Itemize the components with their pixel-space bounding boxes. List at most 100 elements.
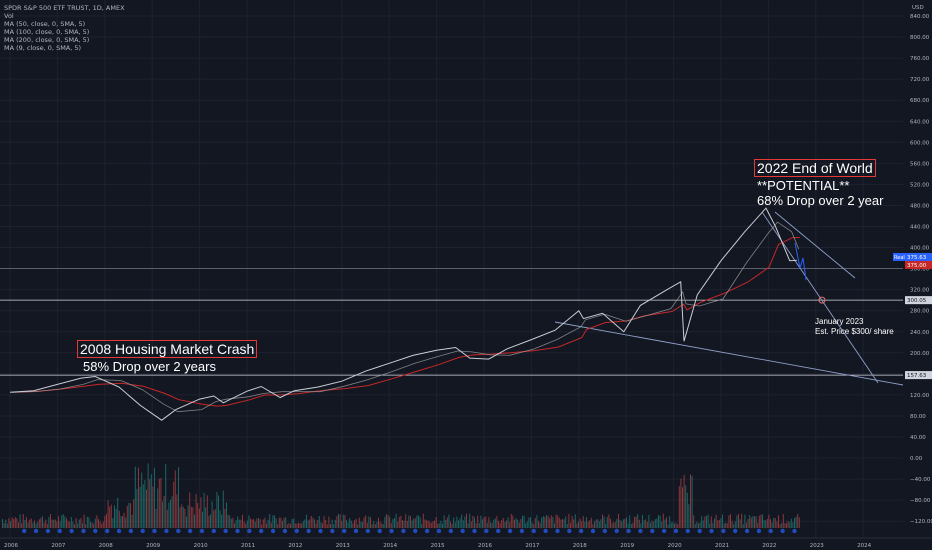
volume-bar xyxy=(382,524,384,528)
volume-bar xyxy=(749,514,751,528)
event-marker xyxy=(152,528,157,534)
volume-bar xyxy=(629,515,631,528)
event-marker xyxy=(602,528,608,534)
symbol-title[interactable]: SPDR S&P 500 ETF TRUST, 1D, AMEX xyxy=(4,4,125,12)
volume-bar xyxy=(350,520,352,528)
trend-lines xyxy=(554,211,904,386)
event-marker xyxy=(531,528,536,534)
volume-bar xyxy=(32,522,34,528)
volume-bar xyxy=(490,522,491,528)
volume-bar xyxy=(408,515,410,528)
volume-label[interactable]: Vol xyxy=(4,12,14,20)
volume-bars xyxy=(2,463,800,534)
volume-bar xyxy=(443,515,445,528)
volume-bar xyxy=(784,523,786,528)
volume-bar xyxy=(394,518,395,528)
volume-bar xyxy=(554,523,555,528)
volume-bar xyxy=(86,516,88,528)
volume-bar xyxy=(170,499,171,528)
volume-bar xyxy=(442,523,443,528)
indicator-ma-50[interactable]: MA (50, close, 0, SMA, 5) xyxy=(4,20,86,28)
volume-bar xyxy=(99,521,101,528)
volume-bar xyxy=(598,521,600,528)
volume-bar xyxy=(248,515,250,528)
volume-bar xyxy=(662,513,664,528)
volume-bar xyxy=(560,519,562,528)
event-marker xyxy=(187,528,193,534)
volume-bar xyxy=(774,518,776,528)
volume-bar xyxy=(318,515,320,528)
volume-bar xyxy=(342,514,344,528)
ma-200-line xyxy=(12,237,800,407)
last-price-tag: 375.63 xyxy=(907,255,927,261)
chart-legend: SPDR S&P 500 ETF TRUST, 1D, AMEX Vol MA … xyxy=(4,4,125,52)
volume-bar xyxy=(146,489,147,528)
event-marker xyxy=(164,528,169,534)
annotation-2008-title: 2008 Housing Market Crash xyxy=(77,340,258,358)
volume-bar xyxy=(634,516,635,528)
volume-bar xyxy=(739,519,741,528)
volume-bar xyxy=(61,515,63,528)
y-tick-label: 720.00 xyxy=(910,77,930,83)
volume-bar xyxy=(454,522,456,528)
volume-bar xyxy=(768,514,770,528)
annotation-2022-potential: **POTENTIAL** xyxy=(757,178,850,193)
volume-bar xyxy=(790,518,792,528)
volume-bar xyxy=(162,501,163,528)
volume-bar xyxy=(128,502,130,528)
volume-bar xyxy=(464,516,466,528)
volume-bar xyxy=(82,523,83,528)
volume-bar xyxy=(22,514,24,528)
volume-bar xyxy=(197,502,199,528)
volume-bar xyxy=(136,488,138,528)
volume-bar xyxy=(134,466,136,528)
y-tick-label: 280.00 xyxy=(910,309,930,315)
volume-bar xyxy=(178,467,179,528)
volume-bar xyxy=(619,519,621,528)
price-tags: Real 375.63 375.00 300.05 157.63 xyxy=(893,253,932,380)
indicator-ma-9[interactable]: MA (9, close, 0, SMA, 5) xyxy=(4,44,82,52)
level-300-tag-bg xyxy=(905,296,932,305)
volume-bar xyxy=(437,523,439,528)
event-marker xyxy=(697,528,702,534)
volume-bar xyxy=(334,519,336,528)
volume-bar xyxy=(613,521,615,528)
volume-bar xyxy=(30,518,32,528)
volume-bar xyxy=(187,505,189,528)
volume-bar xyxy=(120,516,122,528)
event-marker xyxy=(81,528,86,534)
currency-label: USD xyxy=(912,5,924,11)
volume-bar xyxy=(40,517,42,528)
projection-line xyxy=(794,242,807,281)
volume-bar xyxy=(645,519,647,528)
volume-bar xyxy=(474,517,475,528)
volume-bar xyxy=(683,474,685,528)
indicator-ma-100[interactable]: MA (100, close, 0, SMA, 5) xyxy=(4,28,90,36)
volume-bar xyxy=(354,520,355,528)
volume-bar xyxy=(720,518,722,528)
volume-bar xyxy=(419,516,421,528)
y-tick-label: −120.00 xyxy=(910,519,932,525)
indicator-ma-200[interactable]: MA (200, close, 0, SMA, 5) xyxy=(4,36,90,44)
volume-bar xyxy=(46,523,48,528)
volume-bar xyxy=(715,514,717,528)
event-marker xyxy=(780,528,785,534)
volume-bar xyxy=(602,514,603,528)
volume-bar xyxy=(5,519,7,528)
volume-bar xyxy=(286,524,288,528)
volume-bar xyxy=(203,492,205,528)
volume-bar xyxy=(440,520,442,528)
volume-bar xyxy=(734,521,736,528)
volume-bar xyxy=(522,515,523,528)
volume-bar xyxy=(184,508,186,528)
volume-bar xyxy=(589,520,591,528)
volume-bar xyxy=(698,523,699,528)
volume-bar xyxy=(555,514,557,528)
volume-bar xyxy=(672,521,674,528)
volume-bar xyxy=(283,517,285,528)
volume-bar xyxy=(517,519,519,528)
volume-bar xyxy=(290,523,291,528)
y-tick-label: −40.00 xyxy=(910,477,931,483)
volume-bar xyxy=(267,519,269,528)
